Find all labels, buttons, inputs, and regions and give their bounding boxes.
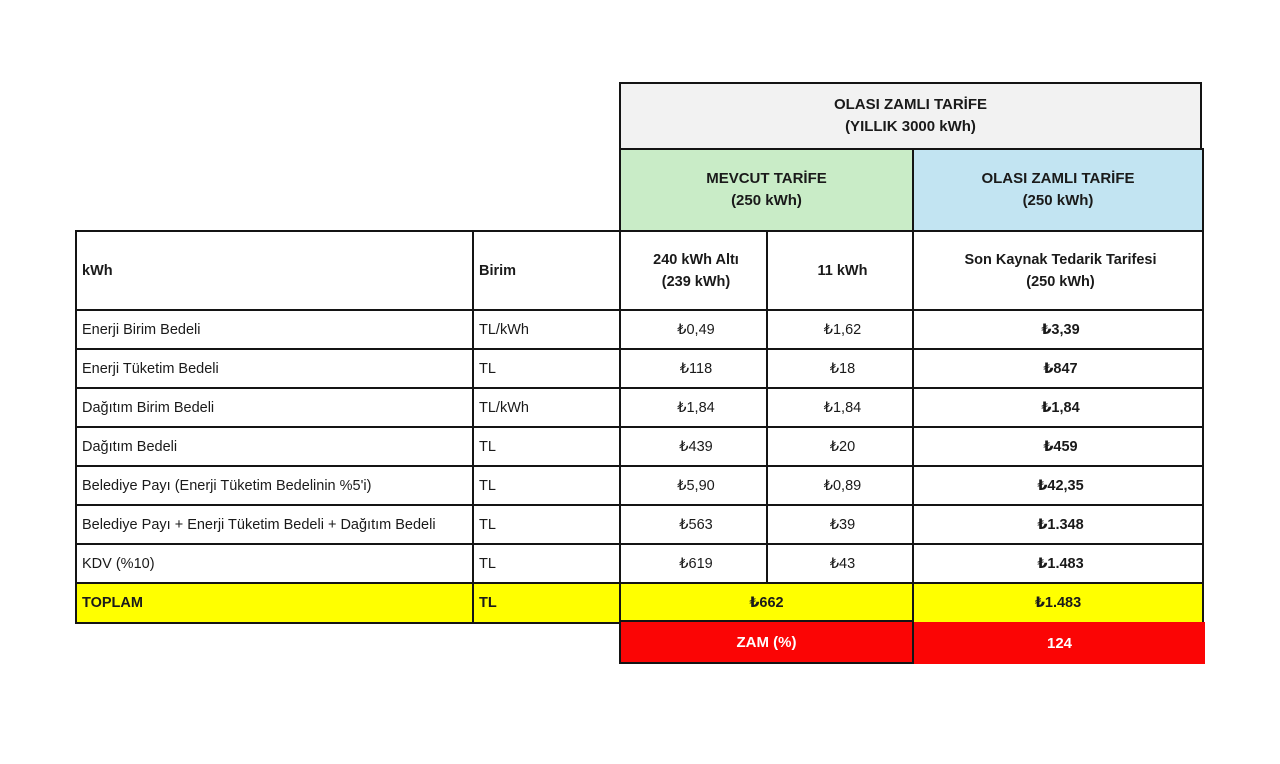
row-label: Dağıtım Bedeli (75, 426, 474, 467)
row-value-mevcut-2: ₺43 (766, 543, 914, 584)
group-zamli-line2: (250 kWh) (1022, 192, 1094, 209)
group-header-mevcut-tarife: MEVCUT TARİFE (250 kWh) (619, 148, 914, 232)
table-row-enerji-birim-bedeli: Enerji Birim Bedeli TL/kWh ₺0,49 ₺1,62 ₺… (75, 309, 1204, 350)
row-label: Enerji Birim Bedeli (75, 309, 474, 350)
table-row-belediye-payi: Belediye Payı (Enerji Tüketim Bedelinin … (75, 465, 1204, 506)
total-label: TOPLAM (75, 582, 474, 624)
row-label: Belediye Payı (Enerji Tüketim Bedelinin … (75, 465, 474, 506)
row-unit: TL/kWh (472, 309, 621, 350)
table-row-dagitim-birim-bedeli: Dağıtım Birim Bedeli TL/kWh ₺1,84 ₺1,84 … (75, 387, 1204, 428)
row-value-mevcut-1: ₺0,49 (619, 309, 768, 350)
row-value-mevcut-2: ₺18 (766, 348, 914, 389)
column-header-row: kWh Birim 240 kWh Altı (239 kWh) 11 kWh … (75, 230, 1204, 311)
col-header-birim: Birim (472, 230, 621, 311)
row-label: Dağıtım Birim Bedeli (75, 387, 474, 428)
main-title-line1: OLASI ZAMLI TARİFE (833, 96, 988, 113)
row-value-mevcut-1: ₺439 (619, 426, 768, 467)
row-value-mevcut-1: ₺563 (619, 504, 768, 545)
row-value-zamli: ₺847 (912, 348, 1204, 389)
col-header-11kwh: 11 kWh (766, 230, 914, 311)
row-value-zamli: ₺3,39 (912, 309, 1204, 350)
row-unit: TL/kWh (472, 387, 621, 428)
table-row-belediye-payi-toplami: Belediye Payı + Enerji Tüketim Bedeli + … (75, 504, 1204, 545)
row-value-mevcut-1: ₺619 (619, 543, 768, 584)
row-value-mevcut-2: ₺39 (766, 504, 914, 545)
row-value-zamli: ₺1.483 (912, 543, 1204, 584)
tariff-table: kWh Birim 240 kWh Altı (239 kWh) 11 kWh … (75, 230, 1204, 624)
row-value-mevcut-2: ₺20 (766, 426, 914, 467)
table-row-enerji-tuketim-bedeli: Enerji Tüketim Bedeli TL ₺118 ₺18 ₺847 (75, 348, 1204, 389)
row-unit: TL (472, 426, 621, 467)
zam-percent-label: ZAM (%) (619, 620, 914, 664)
row-value-zamli: ₺1.348 (912, 504, 1204, 545)
col-header-kwh: kWh (75, 230, 474, 311)
col-header-son-kaynak: Son Kaynak Tedarik Tarifesi (250 kWh) (912, 230, 1204, 311)
group-mevcut-line1: MEVCUT TARİFE (706, 170, 827, 187)
table-row-kdv: KDV (%10) TL ₺619 ₺43 ₺1.483 (75, 543, 1204, 584)
total-value-zamli: ₺1.483 (912, 582, 1204, 624)
group-mevcut-line2: (250 kWh) (731, 192, 802, 209)
total-row: TOPLAM TL ₺662 ₺1.483 (75, 582, 1204, 624)
table-row-dagitim-bedeli: Dağıtım Bedeli TL ₺439 ₺20 ₺459 (75, 426, 1204, 467)
row-value-zamli: ₺459 (912, 426, 1204, 467)
col-header-240kwh-alti: 240 kWh Altı (239 kWh) (619, 230, 768, 311)
main-title-header: OLASI ZAMLI TARİFE (YILLIK 3000 kWh) (619, 82, 1202, 150)
row-unit: TL (472, 543, 621, 584)
row-value-mevcut-1: ₺118 (619, 348, 768, 389)
row-value-mevcut-1: ₺5,90 (619, 465, 768, 506)
zam-percent-value: 124 (914, 622, 1205, 664)
row-label: Enerji Tüketim Bedeli (75, 348, 474, 389)
group-header-olasi-zamli-tarife: OLASI ZAMLI TARİFE (250 kWh) (912, 148, 1204, 232)
row-unit: TL (472, 465, 621, 506)
main-title-line2: (YILLIK 3000 kWh) (845, 118, 976, 135)
row-value-mevcut-2: ₺1,84 (766, 387, 914, 428)
total-value-mevcut: ₺662 (619, 582, 914, 624)
row-value-mevcut-1: ₺1,84 (619, 387, 768, 428)
row-value-zamli: ₺42,35 (912, 465, 1204, 506)
row-unit: TL (472, 348, 621, 389)
row-value-mevcut-2: ₺1,62 (766, 309, 914, 350)
row-label: Belediye Payı + Enerji Tüketim Bedeli + … (75, 504, 474, 545)
total-unit: TL (472, 582, 621, 624)
row-value-mevcut-2: ₺0,89 (766, 465, 914, 506)
row-unit: TL (472, 504, 621, 545)
group-zamli-line1: OLASI ZAMLI TARİFE (981, 170, 1135, 187)
row-value-zamli: ₺1,84 (912, 387, 1204, 428)
row-label: KDV (%10) (75, 543, 474, 584)
